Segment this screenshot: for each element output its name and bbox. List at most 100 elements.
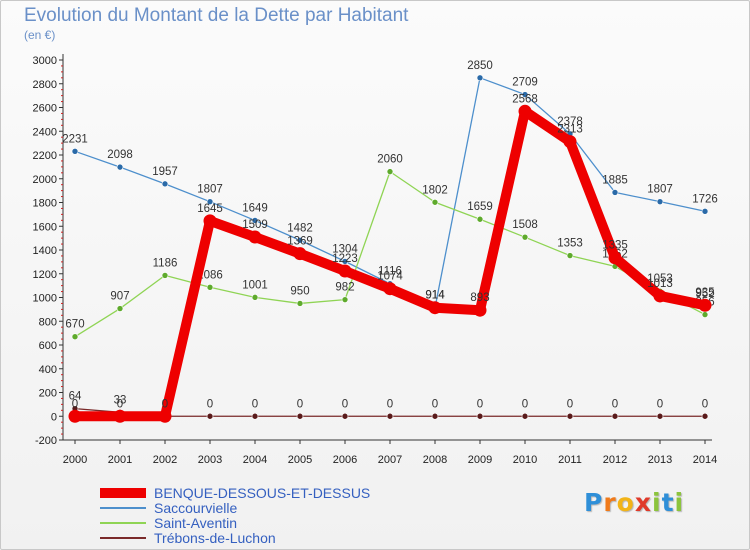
data-label: 1223 [332,253,358,265]
chart-title: Evolution du Montant de la Dette par Hab… [24,5,409,26]
data-point [206,283,214,291]
legend-item: BENQUE-DESSOUS-ET-DESSUS [100,484,371,501]
y-tick-label: 200 [39,388,57,400]
data-point [431,412,439,420]
legend-item: Trébons-de-Luchon [100,529,370,546]
x-tick-label: 2008 [423,454,447,466]
data-label: 2231 [62,133,88,145]
data-label: 914 [425,290,445,302]
data-label: 0 [657,398,663,410]
data-point [251,217,259,224]
logo-letter: P [584,488,604,517]
data-label: 2313 [557,124,583,136]
legend-label: Saccourvielle [154,499,238,516]
data-point [71,148,79,155]
x-tick-label: 2002 [153,454,177,466]
data-point [473,303,487,317]
data-label: 1335 [602,240,628,252]
legend-item: Saint-Aventin [100,515,370,531]
series-1: 2231 2098 1957 1807 1649 1482 1304 1116 914 2850 2… [62,60,718,312]
data-point [296,236,304,244]
x-tick-label: 2010 [513,454,537,466]
data-point [608,251,622,265]
data-point [206,412,214,420]
x-tick-label: 2014 [693,454,717,466]
data-label: 1802 [422,184,448,196]
data-point [701,311,709,318]
data-label: 0 [117,398,123,410]
data-label: 2060 [377,154,403,166]
data-point [701,412,709,420]
data-point [656,198,664,205]
x-tick-label: 2001 [108,454,132,466]
data-label: 1013 [647,278,673,290]
legend-item: Saccourvielle [100,499,370,516]
y-tick-label: 800 [39,316,57,328]
data-label: 1086 [197,269,223,281]
data-label: 1726 [692,193,718,205]
data-label: 907 [110,291,129,303]
data-point [71,333,79,340]
data-point [116,305,124,312]
data-label: 0 [477,398,483,410]
y-tick-label: 1000 [33,293,57,305]
data-label: 64 [69,391,82,403]
data-label: 2378 [557,116,583,128]
data-point [161,180,169,188]
data-point [476,74,484,82]
y-tick-label: -200 [35,435,57,447]
data-point [341,412,349,420]
data-label: 1645 [197,203,223,215]
data-label: 1353 [557,238,583,250]
data-label: 0 [702,398,708,410]
series-0: 0 0 0 1645 1509 1369 1223 1074 914 893 2568 2313 133… [68,93,715,423]
data-label: 2709 [512,77,538,89]
data-point [476,215,484,223]
data-point [296,300,304,307]
series-3: 64 33 0 0 0 0 0 0 0 0 0 0 0 0 0 [69,391,709,420]
data-label: 893 [470,292,489,304]
data-label: 670 [65,319,84,331]
data-label: 0 [207,398,213,410]
y-tick-label: 600 [39,340,57,352]
data-label: 1001 [242,279,268,291]
data-label: 2568 [512,93,538,105]
data-point [338,264,352,278]
legend-swatch [100,521,146,524]
legend-label: Trébons-de-Luchon [154,529,276,546]
data-point [566,412,574,420]
data-point [701,207,709,215]
data-point [563,135,577,149]
data-label: 0 [72,398,78,410]
data-label: 0 [387,398,393,410]
data-label: 33 [114,394,127,406]
y-tick-label: 2000 [33,174,57,186]
data-label: 0 [612,398,618,410]
data-label: 935 [695,287,714,299]
x-tick-label: 2003 [198,454,222,466]
data-point [116,163,124,171]
y-tick-label: 1400 [33,245,57,257]
data-label: 1885 [602,174,628,186]
x-tick-label: 2005 [288,454,312,466]
data-point [611,412,619,420]
data-label: 982 [335,282,354,294]
legend-swatch [100,536,146,539]
data-point [248,230,262,244]
data-point [521,91,529,98]
data-point [653,289,667,303]
data-label: 0 [162,398,168,410]
y-tick-label: 2200 [33,150,57,162]
x-tick-label: 2007 [378,454,402,466]
y-tick-label: 2400 [33,126,57,138]
logo-letter: i [652,488,662,517]
logo-letter: x [634,488,652,517]
legend-swatch [100,487,146,498]
legend-label: BENQUE-DESSOUS-ET-DESSUS [154,484,371,501]
x-tick-label: 2013 [648,454,672,466]
y-tick-label: 1200 [33,269,57,281]
data-point [251,294,259,301]
x-tick-label: 2006 [333,454,357,466]
